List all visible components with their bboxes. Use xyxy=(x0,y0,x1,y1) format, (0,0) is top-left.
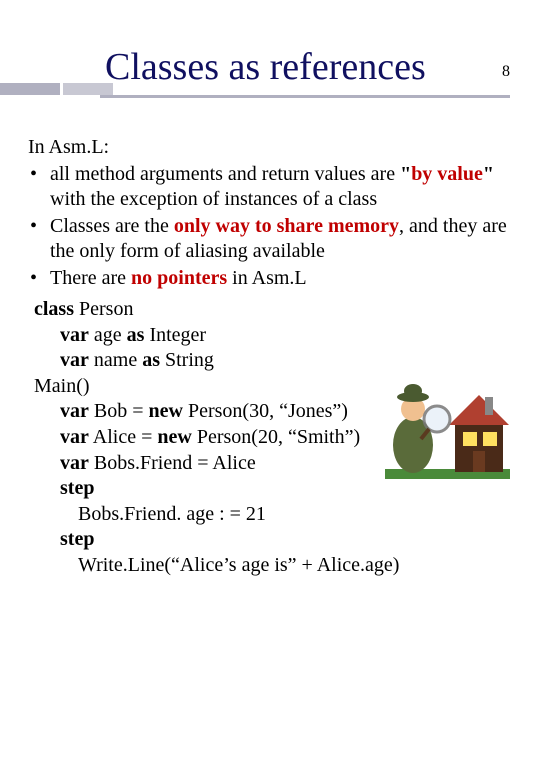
title-area: Classes as references xyxy=(0,45,540,105)
code-line: class Person xyxy=(34,297,512,323)
keyword: as xyxy=(127,324,145,346)
bullet-text: with the exception of instances of a cla… xyxy=(50,188,377,210)
keyword: var xyxy=(60,324,89,346)
code-text: Alice = xyxy=(89,426,158,448)
bullet-item: all method arguments and return values a… xyxy=(28,162,512,212)
house-roof xyxy=(449,395,509,425)
bullet-text: There are xyxy=(50,267,131,289)
house-window xyxy=(483,432,497,446)
keyword: class xyxy=(34,298,74,320)
code-line: Write.Line(“Alice’s age is” + Alice.age) xyxy=(34,553,512,579)
page-title: Classes as references xyxy=(105,45,426,89)
magnifying-glass xyxy=(424,406,450,432)
bullet-item: Classes are the only way to share memory… xyxy=(28,214,512,264)
keyword: var xyxy=(60,426,89,448)
keyword: step xyxy=(60,528,94,550)
title-accent-bar xyxy=(0,83,60,95)
emphasis-text: by value xyxy=(411,163,483,185)
house-window xyxy=(463,432,477,446)
code-text: String xyxy=(160,349,214,371)
detective-house-icon xyxy=(385,377,510,482)
body-content: In Asm.L: all method arguments and retur… xyxy=(28,135,512,579)
code-line: step xyxy=(34,527,512,553)
code-text: name xyxy=(89,349,142,371)
detective-hat-top xyxy=(404,384,422,398)
bullet-text: all method arguments and return values a… xyxy=(50,163,400,185)
keyword: as xyxy=(142,349,160,371)
bullet-text: in Asm.L xyxy=(227,267,306,289)
code-text: Bobs.Friend = Alice xyxy=(89,452,256,474)
code-text: age xyxy=(89,324,127,346)
emphasis-text: only way to share memory xyxy=(174,215,399,237)
keyword: new xyxy=(157,426,191,448)
code-text: Integer xyxy=(144,324,206,346)
code-text: Person xyxy=(74,298,133,320)
keyword: new xyxy=(149,400,183,422)
bullet-item: There are no pointers in Asm.L xyxy=(28,266,512,291)
keyword: var xyxy=(60,452,89,474)
title-underline xyxy=(100,95,510,98)
house-door xyxy=(473,451,485,472)
code-text: Person(30, “Jones”) xyxy=(183,400,348,422)
bullet-text: " xyxy=(400,163,411,185)
code-text: Bob = xyxy=(89,400,149,422)
code-line: var age as Integer xyxy=(34,323,512,349)
bullet-text: Classes are the xyxy=(50,215,174,237)
emphasis-text: no pointers xyxy=(131,267,227,289)
code-text: Person(20, “Smith”) xyxy=(192,426,360,448)
keyword: var xyxy=(60,400,89,422)
code-line: Bobs.Friend. age : = 21 xyxy=(34,502,512,528)
keyword: var xyxy=(60,349,89,371)
code-line: var name as String xyxy=(34,348,512,374)
bullet-text: " xyxy=(483,163,494,185)
intro-text: In Asm.L: xyxy=(28,135,512,160)
chimney xyxy=(485,397,493,415)
keyword: step xyxy=(60,477,94,499)
